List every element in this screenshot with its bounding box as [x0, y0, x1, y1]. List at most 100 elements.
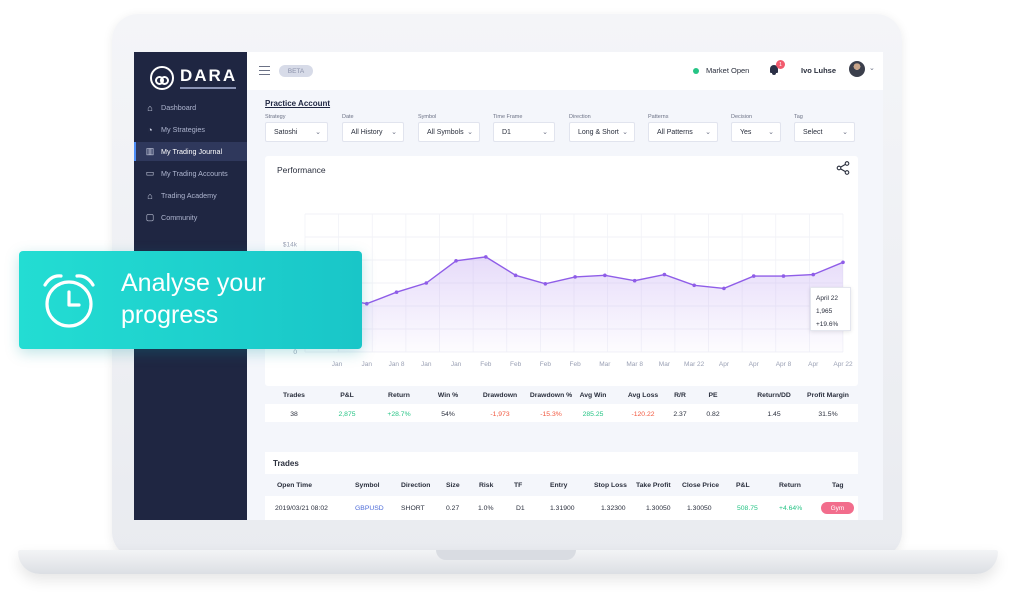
sidebar-item-my-strategies[interactable]: ◔ My Strategies — [134, 120, 247, 139]
trades-header-row — [265, 474, 858, 496]
trades-header-cell[interactable]: Take Profit — [636, 482, 671, 489]
chart-point[interactable] — [603, 273, 607, 278]
x-tick-label: Apr — [808, 361, 819, 368]
patterns-select[interactable]: All Patterns ⌄ — [648, 122, 718, 142]
stats-header-cell: Drawdown % — [529, 392, 573, 399]
trades-header-cell[interactable]: Open Time — [277, 482, 312, 489]
chart-point[interactable] — [424, 281, 429, 285]
trades-header-cell[interactable]: TF — [514, 482, 523, 489]
direction-select[interactable]: Long & Short ⌄ — [569, 122, 635, 142]
x-tick-label: Feb — [480, 361, 492, 368]
journal-chart-icon: ▥ — [145, 146, 155, 156]
chart-point[interactable] — [692, 283, 696, 288]
trades-header-cell[interactable]: Entry — [550, 482, 568, 489]
trades-header-cell[interactable]: Tag — [832, 482, 844, 489]
stats-value-cell: +28.7% — [387, 411, 411, 418]
chart-point[interactable] — [781, 274, 786, 278]
wallet-icon: ▭ — [145, 168, 155, 178]
trade-cell: +4.64% — [779, 505, 803, 512]
sidebar-item-my-trading-accounts[interactable]: ▭ My Trading Accounts — [134, 164, 247, 183]
decision-select[interactable]: Yes ⌄ — [731, 122, 781, 142]
trades-header-cell[interactable]: Return — [779, 482, 801, 489]
trade-cell: 1.0% — [478, 505, 494, 512]
tag-select[interactable]: Select ⌄ — [794, 122, 855, 142]
trades-header-cell[interactable]: Direction — [401, 482, 431, 489]
share-icon[interactable] — [836, 161, 850, 175]
trades-header-cell[interactable]: Risk — [479, 482, 494, 489]
user-name[interactable]: Ivo Luhse — [801, 66, 837, 75]
filter-strategy: Strategy Satoshi ⌄ — [265, 114, 328, 142]
chart-point[interactable] — [841, 260, 845, 265]
y-tick-label: 0 — [293, 349, 297, 356]
trade-symbol-link[interactable]: GBPUSD — [355, 505, 384, 512]
sidebar-item-my-trading-journal[interactable]: ▥ My Trading Journal — [134, 142, 247, 161]
stats-value-cell: -15.3% — [540, 411, 562, 418]
select-value: Long & Short — [578, 128, 619, 136]
filter-label: Direction — [569, 114, 591, 120]
filter-date: Date All History ⌄ — [342, 114, 404, 142]
trade-cell: 1.30050 — [687, 505, 712, 512]
chart-point[interactable] — [632, 278, 637, 283]
filter-label: Time Frame — [493, 114, 523, 120]
sidebar-item-label: Dashboard — [161, 103, 197, 112]
chevron-down-icon: ⌄ — [542, 129, 548, 136]
sidebar-item-dashboard[interactable]: ⌂ Dashboard — [134, 98, 247, 117]
chevron-down-icon: ⌄ — [705, 129, 711, 136]
time-frame-select[interactable]: D1 ⌄ — [493, 122, 555, 142]
stats-value-cell: 0.82 — [706, 411, 720, 418]
logo[interactable]: DARA — [148, 60, 238, 96]
chart-point[interactable] — [364, 301, 369, 306]
tooltip-date: April 22 — [816, 295, 839, 302]
trade-cell: 1.30050 — [646, 505, 671, 512]
menu-icon[interactable] — [259, 66, 270, 75]
trades-header-cell[interactable]: Size — [446, 482, 460, 489]
stats-header-cell: Avg Win — [579, 392, 607, 399]
stats-value-cell: 1.45 — [767, 411, 781, 418]
trades-header-cell[interactable]: Symbol — [355, 482, 380, 489]
stats-header-cell: Profit Margin — [807, 392, 849, 399]
filter-time-frame: Time Frame D1 ⌄ — [493, 114, 555, 142]
filter-symbol: Symbol All Symbols ⌄ — [418, 114, 480, 142]
trades-header-cell[interactable]: Close Price — [682, 482, 720, 489]
trades-header-cell[interactable]: P&L — [736, 482, 750, 489]
promo-banner: Analyse your progress — [19, 251, 362, 349]
symbol-select[interactable]: All Symbols ⌄ — [418, 122, 480, 142]
chart-point[interactable] — [751, 274, 756, 278]
x-tick-label: Jan — [421, 361, 432, 368]
chart-point[interactable] — [454, 258, 458, 263]
trade-cell: 1.31900 — [550, 505, 575, 512]
avatar[interactable] — [849, 61, 865, 77]
account-title[interactable]: Practice Account — [265, 99, 331, 108]
chart-point[interactable] — [811, 272, 816, 277]
stats-value-cell: 54% — [441, 411, 455, 418]
chevron-down-icon: ⌄ — [768, 129, 774, 136]
stats-value-cell: 285.25 — [582, 411, 604, 418]
bell-icon[interactable] — [769, 64, 779, 76]
stats-header-cell: R/R — [674, 392, 686, 399]
chart-point[interactable] — [722, 286, 726, 291]
chevron-down-icon: ⌄ — [842, 129, 848, 136]
trade-cell: 2019/03/21 08:02 — [275, 505, 328, 512]
chart-point[interactable] — [484, 255, 488, 259]
chart-point[interactable] — [513, 273, 518, 278]
sidebar-item-trading-academy[interactable]: ⌂ Trading Academy — [134, 186, 247, 205]
chart-point[interactable] — [543, 281, 548, 286]
stats-header-cell: Return — [388, 392, 410, 399]
stats-header-row — [265, 386, 858, 404]
strategy-select[interactable]: Satoshi ⌄ — [265, 122, 328, 142]
tooltip-value: 1,965 — [816, 308, 833, 315]
notification-badge: 1 — [776, 60, 785, 69]
trade-tag-pill[interactable]: Gym — [821, 502, 854, 514]
sidebar-item-community[interactable]: ▢ Community — [134, 208, 247, 227]
chart-point[interactable] — [662, 272, 667, 277]
chevron-down-icon[interactable]: ⌄ — [869, 65, 875, 72]
chart-point[interactable] — [573, 275, 577, 279]
chart-point[interactable] — [394, 290, 399, 294]
chevron-down-icon: ⌄ — [622, 129, 628, 136]
chart-tooltip: April 22 1,965 +19.6% — [810, 287, 851, 331]
filter-label: Patterns — [648, 114, 669, 120]
trades-header-cell[interactable]: Stop Loss — [594, 482, 627, 489]
promo-text: Analyse your progress — [121, 267, 351, 331]
date-select[interactable]: All History ⌄ — [342, 122, 404, 142]
